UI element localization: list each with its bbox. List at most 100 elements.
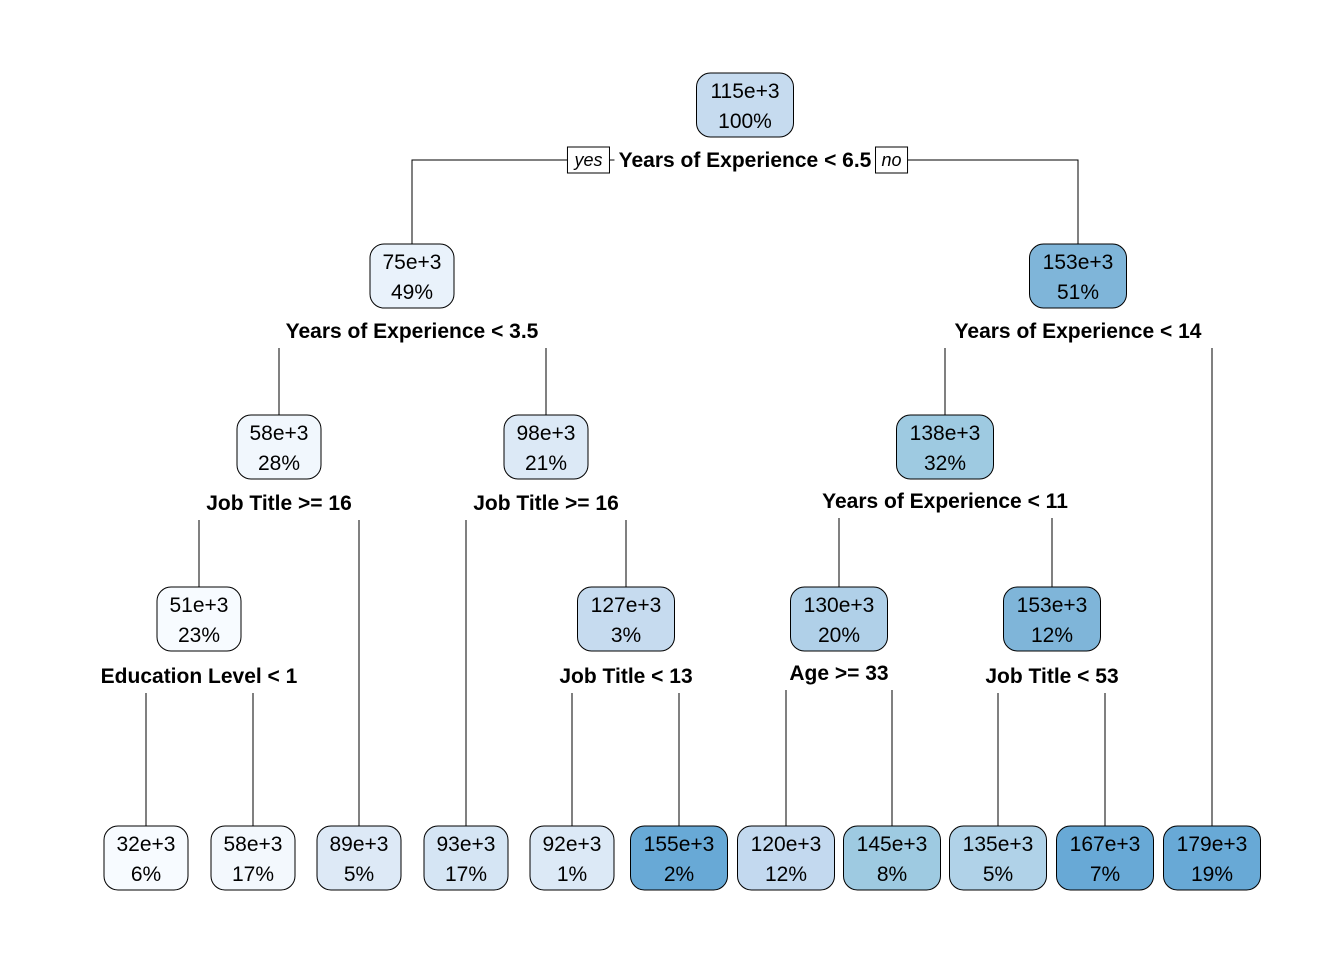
- node-value: 115e+3: [710, 80, 779, 103]
- node-percent: 5%: [983, 863, 1013, 886]
- node-box: [316, 825, 402, 891]
- tree-node: 75e+3 49%: [369, 243, 455, 309]
- node-box: [503, 414, 589, 480]
- node-box: [630, 825, 728, 891]
- node-box: [1163, 825, 1261, 891]
- node-box: [896, 414, 994, 480]
- node-box: [1029, 243, 1127, 309]
- node-value: 130e+3: [804, 594, 875, 617]
- split-label: Job Title >= 16: [206, 492, 352, 515]
- no-branch-badge-box: [875, 146, 909, 174]
- node-box: [236, 414, 322, 480]
- split-label: Age >= 33: [789, 662, 888, 685]
- node-percent: 49%: [391, 281, 433, 304]
- split-label: Years of Experience < 14: [955, 320, 1202, 343]
- tree-node: 32e+3 6%: [103, 825, 189, 891]
- node-percent: 6%: [131, 863, 161, 886]
- node-percent: 12%: [765, 863, 807, 886]
- node-value: 58e+3: [250, 422, 309, 445]
- split-label: Education Level < 1: [101, 665, 298, 688]
- node-percent: 5%: [344, 863, 374, 886]
- node-value: 32e+3: [117, 833, 176, 856]
- node-value: 51e+3: [170, 594, 229, 617]
- tree-node: 167e+3 7%: [1056, 825, 1154, 891]
- tree-node: 58e+3 17%: [210, 825, 296, 891]
- edge-no: [875, 159, 1079, 244]
- split-label: Job Title < 53: [985, 665, 1118, 688]
- branch-badges: yes no: [566, 146, 909, 174]
- node-value: 75e+3: [383, 251, 442, 274]
- no-branch-badge-label: no: [882, 150, 902, 170]
- node-box: [1003, 586, 1101, 652]
- tree-node: 89e+3 5%: [316, 825, 402, 891]
- node-box: [156, 586, 242, 652]
- yes-branch-badge: yes: [566, 146, 610, 174]
- node-box: [696, 72, 794, 138]
- tree-node: 153e+3 12%: [1003, 586, 1101, 652]
- node-box: [529, 825, 615, 891]
- tree-node: 120e+3 12%: [737, 825, 835, 891]
- node-percent: 2%: [664, 863, 694, 886]
- node-percent: 19%: [1191, 863, 1233, 886]
- node-box: [737, 825, 835, 891]
- no-branch-badge: no: [875, 146, 909, 174]
- node-value: 92e+3: [543, 833, 602, 856]
- node-value: 138e+3: [910, 422, 981, 445]
- node-box: [949, 825, 1047, 891]
- split-label: Job Title < 13: [559, 665, 692, 688]
- node-box: [790, 586, 888, 652]
- tree-node: 155e+3 2%: [630, 825, 728, 891]
- node-box: [210, 825, 296, 891]
- node-value: 179e+3: [1177, 833, 1248, 856]
- edges: [145, 159, 1213, 826]
- node-percent: 17%: [445, 863, 487, 886]
- node-percent: 3%: [611, 624, 641, 647]
- node-value: 93e+3: [437, 833, 496, 856]
- tree-node: 153e+3 51%: [1029, 243, 1127, 309]
- node-percent: 23%: [178, 624, 220, 647]
- tree-node: 127e+3 3%: [577, 586, 675, 652]
- split-labels: Years of Experience < 6.5 Years of Experi…: [101, 149, 1202, 688]
- node-box: [423, 825, 509, 891]
- node-value: 153e+3: [1043, 251, 1114, 274]
- node-percent: 17%: [232, 863, 274, 886]
- node-percent: 21%: [525, 452, 567, 475]
- tree-node: 93e+3 17%: [423, 825, 509, 891]
- node-percent: 32%: [924, 452, 966, 475]
- node-value: 153e+3: [1017, 594, 1088, 617]
- node-percent: 28%: [258, 452, 300, 475]
- split-label: Years of Experience < 11: [822, 490, 1068, 513]
- tree-node: 58e+3 28%: [236, 414, 322, 480]
- node-value: 58e+3: [224, 833, 283, 856]
- tree-node: 115e+3 100%: [696, 72, 794, 138]
- node-percent: 1%: [557, 863, 587, 886]
- yes-branch-badge-label: yes: [572, 150, 602, 170]
- node-percent: 7%: [1090, 863, 1120, 886]
- node-box: [103, 825, 189, 891]
- tree-node: 51e+3 23%: [156, 586, 242, 652]
- node-value: 155e+3: [644, 833, 715, 856]
- node-value: 135e+3: [963, 833, 1034, 856]
- tree-node: 130e+3 20%: [790, 586, 888, 652]
- node-percent: 20%: [818, 624, 860, 647]
- node-value: 145e+3: [857, 833, 928, 856]
- tree-node: 135e+3 5%: [949, 825, 1047, 891]
- tree-node: 92e+3 1%: [529, 825, 615, 891]
- node-value: 120e+3: [751, 833, 822, 856]
- node-percent: 8%: [877, 863, 907, 886]
- node-value: 89e+3: [330, 833, 389, 856]
- node-box: [1056, 825, 1154, 891]
- tree-node: 179e+3 19%: [1163, 825, 1261, 891]
- node-box: [369, 243, 455, 309]
- node-percent: 51%: [1057, 281, 1099, 304]
- tree-node: 138e+3 32%: [896, 414, 994, 480]
- split-label: Years of Experience < 6.5: [619, 149, 872, 172]
- split-label: Years of Experience < 3.5: [286, 320, 539, 343]
- node-value: 98e+3: [517, 422, 576, 445]
- node-percent: 100%: [718, 110, 772, 133]
- nodes: 115e+3 100% 75e+3 49% 153e+3 51% 58e+3 28% 98e+3…: [103, 72, 1261, 891]
- node-value: 167e+3: [1070, 833, 1141, 856]
- split-label: Job Title >= 16: [473, 492, 619, 515]
- edge-yes: [411, 159, 615, 244]
